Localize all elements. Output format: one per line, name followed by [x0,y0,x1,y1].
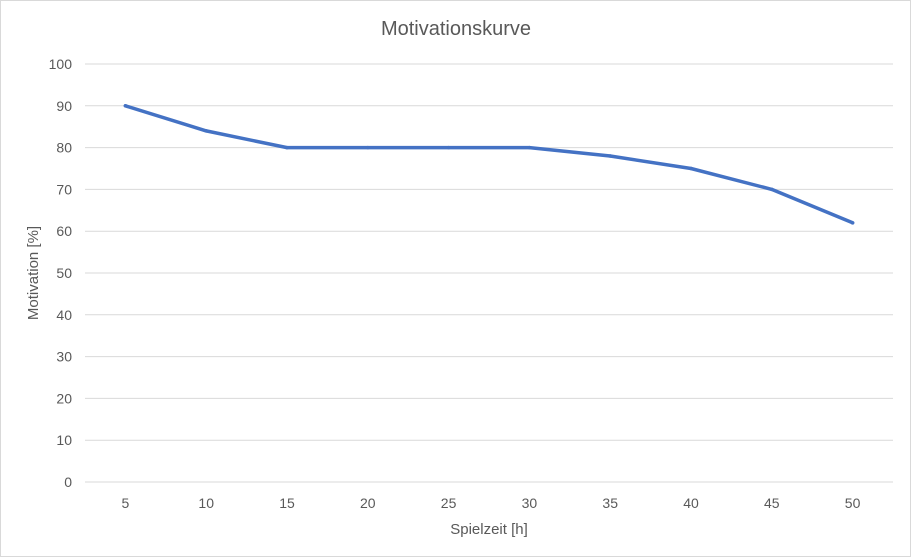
x-tick-label: 20 [360,495,376,511]
data-point [527,145,532,150]
y-tick-label: 0 [64,474,72,490]
x-axis-ticks: 5 10 15 20 25 30 35 40 45 50 [122,495,861,511]
x-axis-title: Spielzeit [h] [450,521,528,538]
data-point [850,221,855,225]
y-tick-label: 20 [56,390,72,406]
data-point [770,187,774,192]
y-axis-ticks: 0 10 20 30 40 50 60 70 80 90 100 [49,56,73,490]
gridlines [85,63,893,483]
chart-title: Motivationskurve [381,18,531,40]
data-point [285,145,289,150]
data-point [366,145,370,150]
series-line [123,104,855,225]
x-tick-label: 15 [279,495,295,511]
x-tick-label: 45 [764,495,780,511]
data-point [123,104,128,108]
data-point [446,145,451,150]
x-tick-label: 5 [122,495,130,511]
y-tick-label: 30 [56,349,72,365]
data-point [689,166,693,171]
x-tick-label: 50 [845,495,861,511]
y-axis-title: Motivation [%] [25,226,42,320]
y-tick-label: 40 [56,307,72,323]
x-tick-label: 35 [602,495,618,511]
data-point [204,129,208,133]
x-tick-label: 10 [198,495,214,511]
x-tick-label: 25 [441,495,457,511]
y-tick-label: 70 [56,181,72,197]
y-tick-label: 90 [56,98,72,114]
y-tick-label: 60 [56,223,72,239]
y-tick-label: 50 [56,265,72,281]
y-tick-label: 100 [49,56,73,72]
x-tick-label: 40 [683,495,699,511]
y-tick-label: 80 [56,140,72,156]
plot-series [123,104,855,225]
x-tick-label: 30 [522,495,538,511]
y-tick-label: 10 [56,432,72,448]
data-point [608,154,612,158]
